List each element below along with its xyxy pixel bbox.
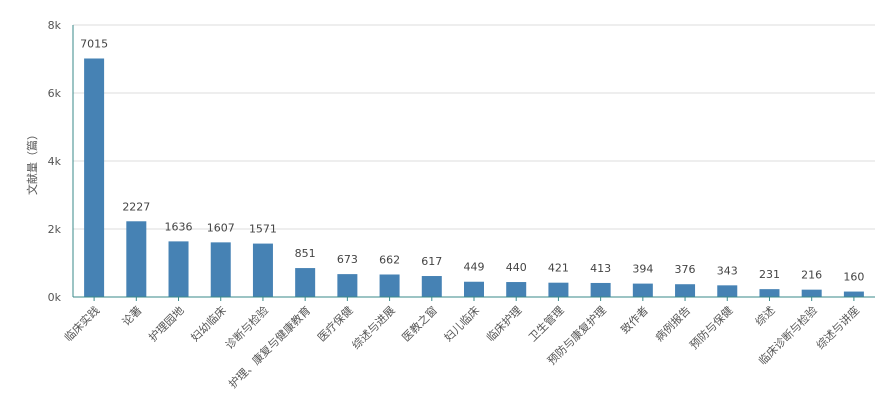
x-tick-label: 预防与保健 xyxy=(687,303,736,352)
data-label: 7015 xyxy=(80,37,108,50)
data-label: 231 xyxy=(759,268,780,281)
x-tick-label: 综述 xyxy=(752,303,777,328)
grid-lines xyxy=(73,24,875,230)
data-label: 2227 xyxy=(122,200,150,213)
x-tick-label: 临床护理 xyxy=(483,303,524,344)
bar xyxy=(84,58,105,297)
data-label: 1636 xyxy=(165,220,193,233)
data-label: 851 xyxy=(295,247,316,260)
data-label: 376 xyxy=(675,263,696,276)
data-label: 1571 xyxy=(249,223,277,236)
data-label: 421 xyxy=(548,262,569,275)
bar xyxy=(168,241,189,297)
bar xyxy=(759,289,780,297)
data-label: 394 xyxy=(632,263,653,276)
y-tick-label: 0k xyxy=(48,291,62,304)
x-tick-label: 综述与进展 xyxy=(349,303,398,352)
data-label: 673 xyxy=(337,253,358,266)
y-tick-label: 4k xyxy=(48,155,62,168)
x-tick-label: 妇幼临床 xyxy=(188,303,229,344)
bar xyxy=(252,243,273,297)
bar xyxy=(590,282,611,297)
x-tick-label: 护理园地 xyxy=(146,303,187,344)
x-tick-label: 致作者 xyxy=(618,303,651,336)
y-axis-label: 文献量（篇） xyxy=(25,129,39,195)
data-label: 449 xyxy=(464,261,485,274)
bar xyxy=(379,274,400,297)
data-label: 440 xyxy=(506,261,527,274)
bar xyxy=(295,268,316,297)
data-label: 413 xyxy=(590,262,611,275)
data-label: 216 xyxy=(801,269,822,282)
bar xyxy=(843,291,864,297)
bar xyxy=(632,283,653,297)
y-tick-label: 8k xyxy=(48,19,62,32)
x-tick-label: 护理、康复与健康教育 xyxy=(226,303,314,391)
data-label: 160 xyxy=(843,271,864,284)
bar xyxy=(548,282,569,297)
bar xyxy=(464,281,484,297)
bar xyxy=(337,274,358,297)
bar xyxy=(126,221,147,297)
x-tick-label: 妇儿临床 xyxy=(441,303,482,344)
bar xyxy=(506,282,527,297)
bar xyxy=(801,289,822,297)
bar xyxy=(210,242,231,297)
x-tick-label: 卫生管理 xyxy=(526,303,567,344)
data-label: 662 xyxy=(379,253,400,266)
y-tick-label: 6k xyxy=(48,87,62,100)
bar xyxy=(717,285,738,297)
axes: 0k2k4k6k8k临床实践 论著 护理园地 妇幼临床诊断与检验护理、康复与健康教育医… xyxy=(48,19,875,391)
data-label: 617 xyxy=(421,255,442,268)
x-tick-label: 综述与讲座 xyxy=(813,303,862,352)
bar xyxy=(675,284,696,297)
x-tick-label: 医疗保健 xyxy=(314,303,355,344)
data-label: 343 xyxy=(717,264,738,277)
y-tick-label: 2k xyxy=(48,223,62,236)
x-tick-label: 病例报告 xyxy=(652,303,693,344)
x-tick-label: 论著 xyxy=(119,303,144,328)
bars: 7015 2227 1636 1607 1571 851 673 662 617 449 440 42… xyxy=(80,37,864,297)
bar xyxy=(421,276,442,297)
data-label: 1607 xyxy=(207,221,235,234)
x-tick-label: 临床实践 xyxy=(61,303,102,344)
x-tick-label: 医教之窗 xyxy=(399,303,440,344)
